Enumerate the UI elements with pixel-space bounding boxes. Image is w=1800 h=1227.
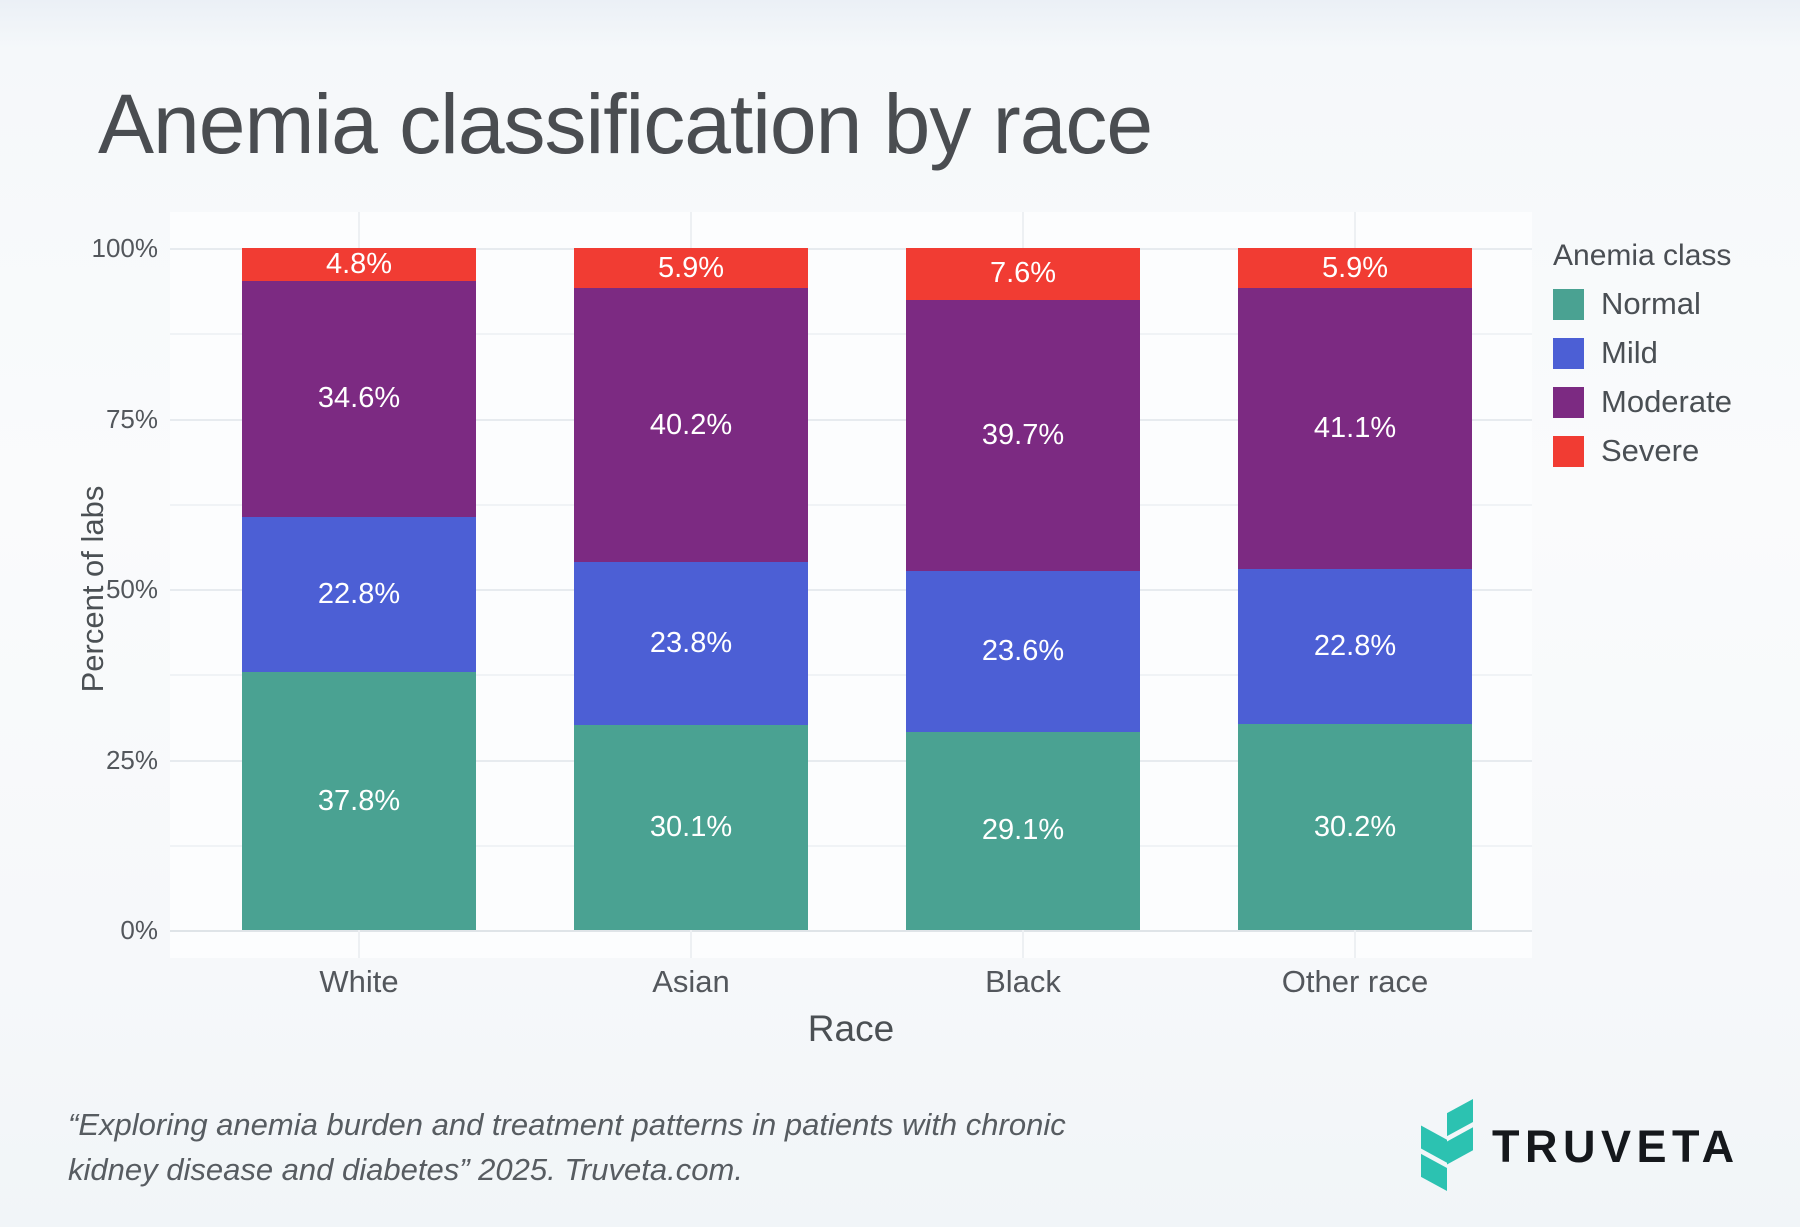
y-tick-label: 50% — [105, 574, 158, 604]
gridline-minor — [170, 674, 1532, 677]
bar-asian: 30.1% 23.8% 40.2% 5.9% — [574, 248, 808, 930]
legend-item-label: Normal — [1601, 286, 1701, 321]
bar-value-label: 5.9% — [1321, 251, 1389, 284]
bar-value-label: 5.9% — [657, 251, 725, 284]
gridline-major — [170, 589, 1532, 591]
bar-value-label: 41.1% — [1313, 411, 1397, 444]
truveta-wordmark: TRUVETA — [1492, 1121, 1740, 1172]
gridline-minor — [170, 844, 1532, 847]
legend-item-moderate: Moderate — [1553, 384, 1732, 420]
y-axis-title: Percent of labs — [75, 485, 110, 693]
y-tick-label: 0% — [120, 915, 158, 945]
bar-segment-severe: 4.8% — [242, 248, 476, 281]
bar-value-label: 30.2% — [1313, 810, 1397, 843]
plot-area: 37.8% 22.8% 34.6% 4.8% 30.1% 23.8% 40.2% 5.9% 29… — [170, 212, 1532, 958]
source-citation: “Exploring anemia burden and treatment p… — [68, 1102, 1066, 1192]
bar-segment-moderate: 40.2% — [574, 288, 808, 563]
bar-white: 37.8% 22.8% 34.6% 4.8% — [242, 248, 476, 930]
bar-value-label: 4.8% — [325, 247, 393, 280]
x-axis-title: Race — [807, 1008, 895, 1049]
bar-black: 29.1% 23.6% 39.7% 7.6% — [906, 248, 1140, 930]
bar-segment-normal: 30.1% — [574, 724, 808, 930]
bar-value-label: 22.8% — [1313, 629, 1397, 662]
bar-value-label: 23.8% — [649, 627, 733, 660]
bar-value-label: 29.1% — [981, 814, 1065, 847]
x-axis-baseline — [170, 930, 1532, 932]
legend-swatch-severe — [1553, 435, 1584, 467]
legend-item-mild: Mild — [1553, 335, 1732, 371]
x-category-label: Other race — [1281, 964, 1429, 999]
bar-value-label: 22.8% — [317, 577, 401, 610]
gridline-major — [170, 248, 1532, 250]
legend-item-normal: Normal — [1553, 286, 1732, 322]
bar-value-label: 37.8% — [317, 784, 401, 817]
gridline-minor — [170, 333, 1532, 336]
bar-segment-severe: 7.6% — [906, 248, 1140, 300]
x-category-label: Black — [985, 964, 1061, 999]
bar-segment-mild: 22.8% — [1238, 568, 1472, 725]
bar-segment-moderate: 34.6% — [242, 280, 476, 517]
bar-value-label: 7.6% — [989, 257, 1057, 290]
bar-segment-mild: 23.6% — [906, 570, 1140, 732]
bar-segment-normal: 30.2% — [1238, 724, 1472, 930]
bar-segment-moderate: 41.1% — [1238, 288, 1472, 569]
bar-segment-severe: 5.9% — [1238, 248, 1472, 289]
page-title: Anemia classification by race — [98, 77, 1153, 171]
legend-swatch-moderate — [1553, 386, 1584, 418]
x-category-label: White — [319, 964, 399, 999]
bar-value-label: 34.6% — [317, 382, 401, 415]
bar-segment-moderate: 39.7% — [906, 299, 1140, 571]
bar-value-label: 23.6% — [981, 634, 1065, 667]
citation-line-2: kidney disease and diabetes” 2025. Truve… — [68, 1152, 743, 1187]
bar-value-label: 39.7% — [981, 418, 1065, 451]
bar-value-label: 30.1% — [649, 810, 733, 843]
legend-title: Anemia class — [1553, 239, 1732, 272]
bar-segment-severe: 5.9% — [574, 248, 808, 289]
gridline-major — [170, 418, 1532, 421]
bar-segment-normal: 37.8% — [242, 672, 476, 930]
legend: Anemia class Normal Mild Moderate Severe — [1553, 239, 1732, 469]
legend-swatch-mild — [1553, 337, 1584, 369]
bar-value-label: 40.2% — [649, 408, 733, 441]
bar-other-race: 30.2% 22.8% 41.1% 5.9% — [1238, 248, 1472, 930]
citation-line-1: “Exploring anemia burden and treatment p… — [68, 1107, 1066, 1142]
legend-item-label: Moderate — [1601, 384, 1732, 419]
legend-item-severe: Severe — [1553, 433, 1732, 469]
legend-item-label: Mild — [1601, 335, 1658, 370]
x-category-label: Asian — [652, 964, 730, 999]
legend-swatch-normal — [1553, 288, 1584, 320]
bar-segment-mild: 22.8% — [242, 516, 476, 673]
y-tick-label: 75% — [105, 403, 158, 434]
legend-item-label: Severe — [1601, 433, 1700, 468]
bar-segment-mild: 23.8% — [574, 562, 808, 725]
legend-items: Normal Mild Moderate Severe — [1553, 286, 1732, 469]
gridline-major — [170, 759, 1532, 762]
y-tick-label: 25% — [105, 744, 158, 775]
truveta-chevron-leaf-icon — [1421, 1099, 1473, 1191]
y-tick-label: 100% — [91, 233, 159, 263]
gridline-minor — [170, 503, 1532, 506]
bar-segment-normal: 29.1% — [906, 731, 1140, 930]
